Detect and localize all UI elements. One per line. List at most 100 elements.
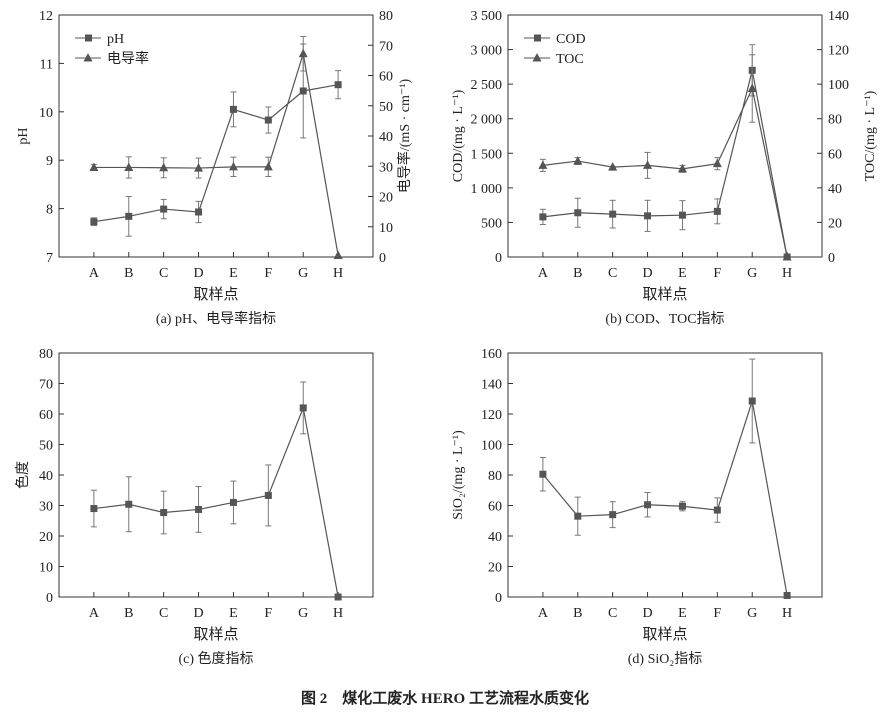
x-tick-label: F xyxy=(264,606,272,621)
data-point-square xyxy=(125,500,133,508)
x-tick-label: E xyxy=(229,266,238,281)
y-tick-label: 500 xyxy=(481,216,502,231)
series-line-色度 xyxy=(93,405,339,598)
x-tick-label: A xyxy=(538,266,549,281)
data-point-square xyxy=(783,591,791,599)
data-point-square xyxy=(678,502,686,510)
x-axis-label: 取样点 xyxy=(193,286,238,303)
x-tick-label: E xyxy=(678,266,687,281)
y-tick-label: 20 xyxy=(488,561,502,576)
y-tick-label: 0 xyxy=(495,591,502,606)
y-tick-label: 80 xyxy=(39,347,53,362)
y2-tick-label: 140 xyxy=(828,9,849,24)
x-tick-label: G xyxy=(747,606,757,621)
y2-tick-label: 50 xyxy=(379,100,393,115)
data-point-triangle xyxy=(89,162,99,171)
x-tick-label: D xyxy=(193,606,203,621)
y-tick-label: 10 xyxy=(39,561,53,576)
y-tick-label: 0 xyxy=(46,591,53,606)
x-tick-label: F xyxy=(713,266,721,281)
x-axis-label: 取样点 xyxy=(193,626,238,643)
data-point-triangle xyxy=(712,158,722,168)
data-point-triangle xyxy=(159,162,169,172)
x-tick-label: H xyxy=(782,606,792,621)
x-tick-label: F xyxy=(264,266,272,281)
y2-tick-label: 80 xyxy=(828,113,842,128)
x-tick-label: B xyxy=(124,606,133,621)
data-point-square xyxy=(678,211,686,219)
data-point-square xyxy=(195,208,203,216)
y-tick-label: 40 xyxy=(39,469,53,484)
y-tick-label: 160 xyxy=(481,347,502,362)
x-tick-label: H xyxy=(333,266,343,281)
panel-caption: (c) 色度指标 xyxy=(178,650,253,667)
y2-tick-label: 40 xyxy=(828,182,842,197)
plot-frame xyxy=(507,14,823,258)
data-point-square xyxy=(299,87,307,95)
series-line-SiO₂ xyxy=(542,400,788,596)
y-tick-label: 8 xyxy=(46,203,53,218)
x-tick-label: G xyxy=(747,266,757,281)
x-tick-label: C xyxy=(608,606,617,621)
data-point-square xyxy=(644,212,652,220)
data-point-square xyxy=(299,404,307,412)
y2-tick-label: 80 xyxy=(379,9,393,24)
x-tick-label: H xyxy=(782,266,792,281)
data-point-square xyxy=(264,116,272,124)
y2-tick-label: 20 xyxy=(379,191,393,206)
y-tick-label: 10 xyxy=(39,106,53,121)
x-axis-label: 取样点 xyxy=(642,626,687,643)
y2-axis-label: TOC/(mg · L⁻¹) xyxy=(863,90,878,181)
x-tick-label: D xyxy=(193,266,203,281)
x-tick-label: B xyxy=(573,606,582,621)
data-point-square xyxy=(334,593,342,601)
data-point-square xyxy=(264,491,272,499)
y-tick-label: 140 xyxy=(481,378,502,393)
x-tick-label: E xyxy=(229,606,238,621)
x-axis-label: 取样点 xyxy=(642,286,687,303)
data-point-square xyxy=(644,501,652,509)
legend-label: TOC xyxy=(556,52,584,67)
legend-label: 电导率 xyxy=(107,50,149,67)
data-point-square xyxy=(229,498,237,506)
y2-tick-label: 10 xyxy=(379,221,393,236)
legend-label: COD xyxy=(556,32,586,47)
x-tick-label: H xyxy=(333,606,343,621)
x-tick-label: G xyxy=(298,266,308,281)
x-tick-label: B xyxy=(124,266,133,281)
data-point-square xyxy=(90,218,98,226)
y2-tick-label: 70 xyxy=(379,39,393,54)
y-tick-label: 9 xyxy=(46,154,53,169)
plot-frame xyxy=(58,352,374,598)
data-point-triangle xyxy=(228,161,238,171)
y-axis-label: COD/(mg · L⁻¹) xyxy=(451,89,466,182)
series-line-COD xyxy=(542,70,788,258)
chart-panel-0: 7 8 9 10 11 12 0 10 20 30 40 50 60 70 80 A B C D E F G H 取样点 (a)… xyxy=(16,9,413,327)
y2-tick-label: 100 xyxy=(828,78,849,93)
x-tick-label: A xyxy=(89,266,100,281)
data-point-triangle xyxy=(747,83,757,92)
x-tick-label: D xyxy=(642,606,652,621)
y-tick-label: 80 xyxy=(488,469,502,484)
data-point-triangle xyxy=(782,252,792,261)
legend-marker-triangle xyxy=(532,53,542,62)
y-tick-label: 3 500 xyxy=(471,9,503,24)
data-point-square xyxy=(160,205,168,213)
y-tick-label: 30 xyxy=(39,500,53,515)
data-point-square xyxy=(125,212,133,220)
data-point-square xyxy=(229,105,237,113)
legend-marker-square xyxy=(85,34,92,42)
data-point-square xyxy=(195,505,203,513)
data-point-triangle xyxy=(608,162,618,171)
panel-caption: (b) COD、TOC指标 xyxy=(605,311,724,327)
y-tick-label: 7 xyxy=(46,251,53,266)
data-point-square xyxy=(90,505,98,513)
y-tick-label: 40 xyxy=(488,530,502,545)
series-line-电导率 xyxy=(93,53,339,256)
x-tick-label: A xyxy=(538,606,549,621)
y-tick-label: 100 xyxy=(481,439,502,454)
y2-tick-label: 60 xyxy=(828,147,842,162)
legend-marker-triangle xyxy=(83,53,93,62)
data-point-triangle xyxy=(573,156,583,165)
